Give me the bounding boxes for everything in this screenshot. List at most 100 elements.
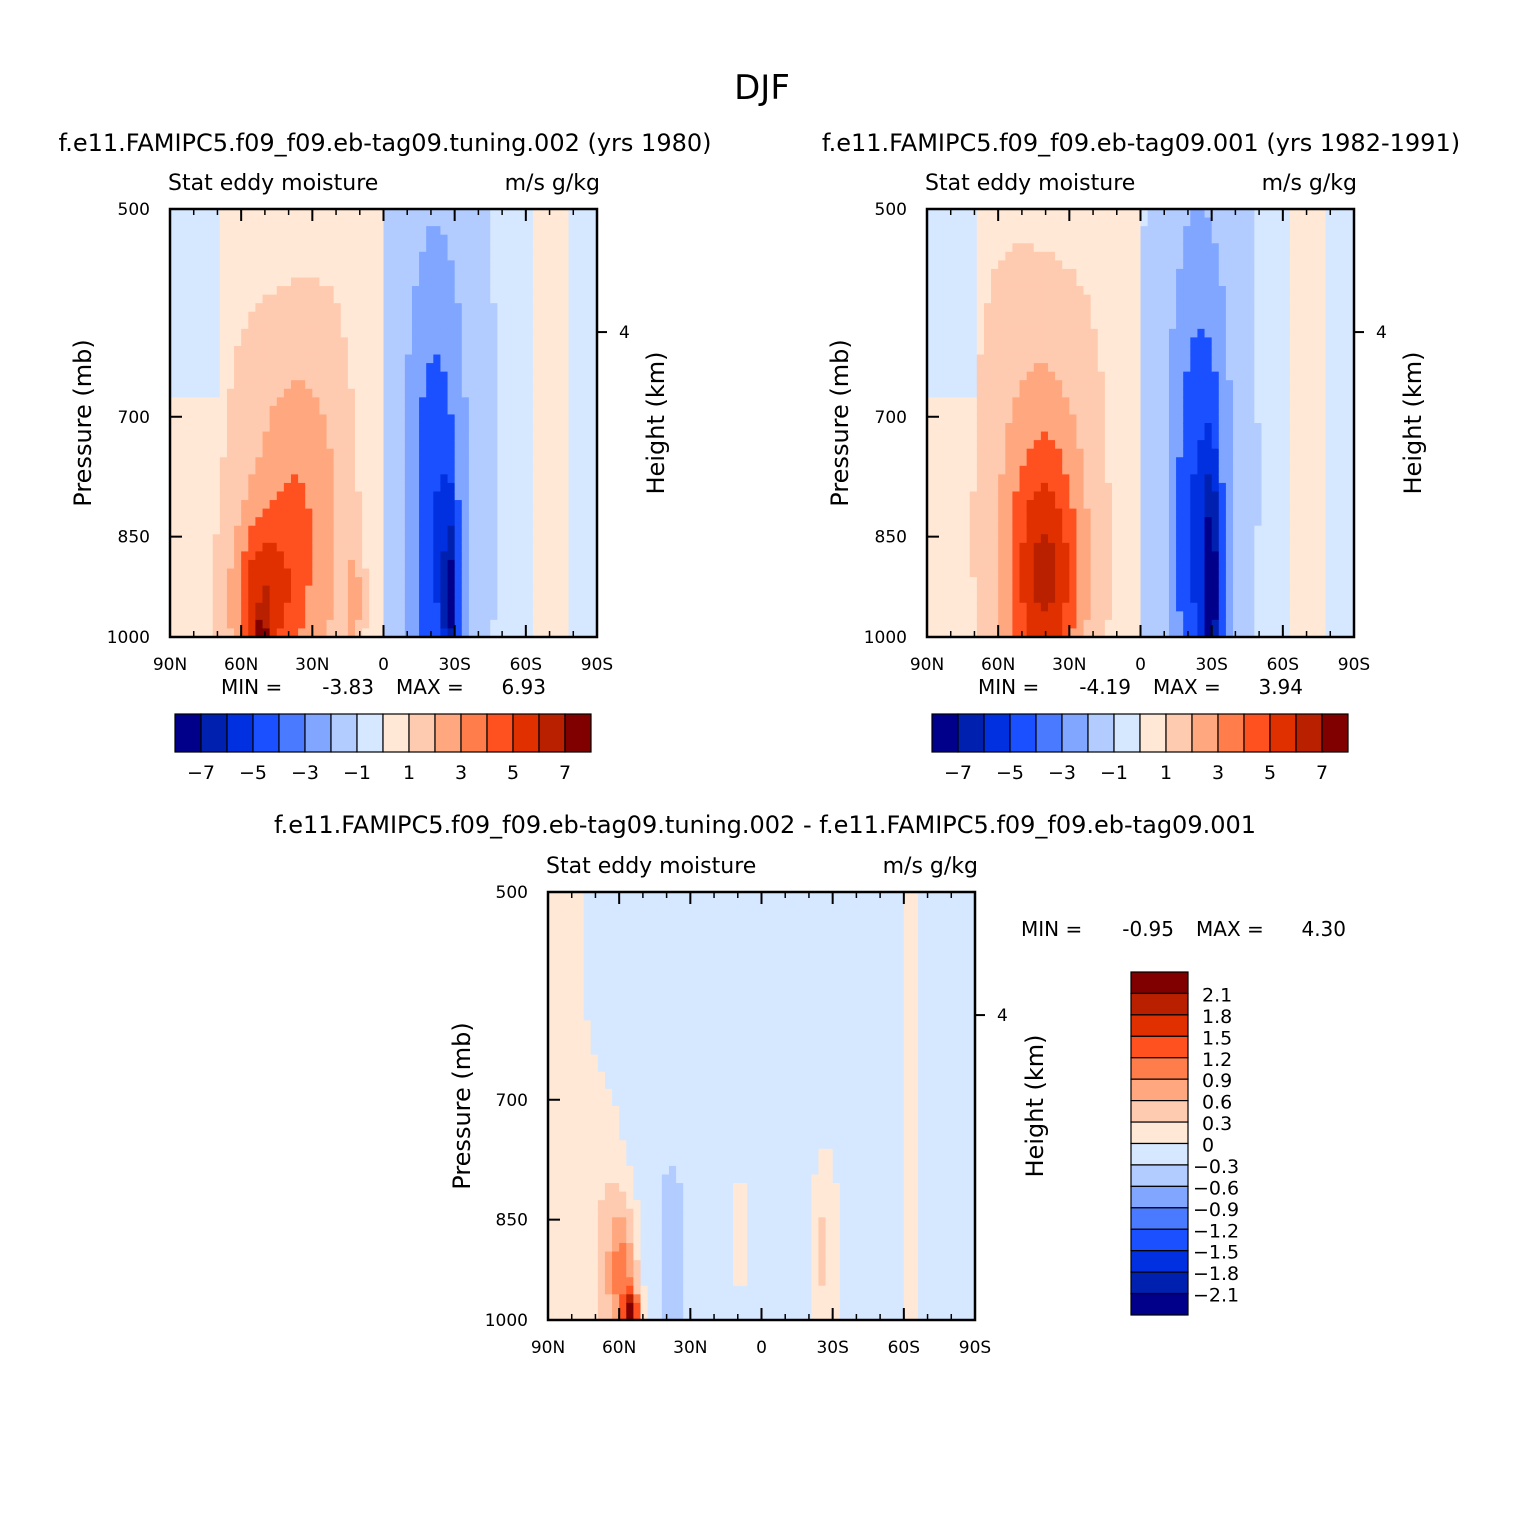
field-cell	[447, 551, 456, 561]
field-cell	[1176, 251, 1184, 261]
field-cell	[191, 534, 200, 544]
field-cell	[540, 243, 548, 253]
field-cell	[1119, 482, 1127, 493]
field-cell	[948, 320, 957, 330]
field-cell	[1183, 226, 1191, 236]
field-cell	[1176, 303, 1184, 313]
field-cell	[1090, 577, 1099, 587]
field-cell	[1104, 243, 1113, 253]
field-cell	[234, 311, 242, 321]
field-cell	[390, 345, 399, 356]
field-cell	[248, 491, 256, 501]
field-cell	[483, 397, 491, 407]
field-cell	[312, 628, 321, 638]
field-cell	[547, 551, 555, 561]
field-cell	[177, 440, 185, 450]
field-cell	[262, 491, 271, 501]
field-cell	[547, 354, 555, 364]
field-cell	[347, 491, 356, 501]
field-cell	[1190, 311, 1199, 321]
field-cell	[532, 294, 541, 304]
field-cell	[561, 500, 570, 510]
field-cell	[362, 491, 370, 501]
field-cell	[305, 286, 313, 296]
field-cell	[1069, 619, 1078, 630]
field-cell	[426, 551, 434, 561]
field-cell	[497, 568, 506, 578]
field-cell	[582, 619, 591, 630]
field-cell	[1055, 628, 1063, 638]
field-cell	[276, 491, 285, 501]
field-cell	[568, 268, 577, 279]
field-cell	[1005, 585, 1013, 595]
field-cell	[1154, 286, 1163, 296]
field-cell	[269, 311, 278, 321]
field-cell	[397, 534, 406, 544]
field-cell	[1076, 320, 1085, 330]
field-cell	[376, 268, 385, 279]
field-cell	[976, 619, 985, 630]
field-cell	[362, 371, 370, 381]
field-cell	[483, 500, 491, 510]
field-cell	[283, 234, 292, 244]
field-cell	[1140, 328, 1149, 338]
field-cell	[1026, 542, 1035, 552]
field-cell	[170, 602, 178, 612]
field-cell	[355, 551, 363, 561]
field-cell	[1026, 482, 1035, 493]
field-cell	[976, 551, 985, 561]
field-cell	[1026, 508, 1035, 518]
field-cell	[447, 500, 456, 510]
field-cell	[440, 619, 449, 630]
field-cell	[1147, 568, 1156, 578]
field-cell	[248, 354, 256, 364]
field-cell	[276, 482, 285, 493]
field-cell	[411, 602, 420, 612]
field-cell	[941, 380, 949, 390]
field-cell	[1033, 525, 1042, 535]
field-cell	[269, 328, 278, 338]
field-cell	[433, 585, 442, 595]
field-cell	[319, 534, 328, 544]
field-cell	[362, 337, 370, 347]
field-cell	[205, 209, 214, 219]
field-cell	[226, 226, 235, 236]
field-cell	[983, 251, 992, 261]
field-cell	[1097, 226, 1106, 236]
field-cell	[948, 251, 957, 261]
field-cell	[1147, 517, 1156, 527]
field-cell	[305, 337, 313, 347]
field-cell	[212, 268, 221, 279]
field-cell	[483, 251, 491, 261]
field-cell	[490, 559, 498, 570]
field-cell	[1062, 277, 1070, 287]
field-cell	[1069, 311, 1078, 321]
field-cell	[991, 320, 999, 330]
field-cell	[1183, 354, 1191, 364]
field-cell	[198, 303, 207, 313]
field-cell	[290, 465, 299, 475]
field-cell	[1040, 320, 1049, 330]
field-cell	[1033, 414, 1042, 424]
field-cell	[298, 320, 306, 330]
field-cell	[582, 251, 591, 261]
field-cell	[283, 328, 292, 338]
field-cell	[290, 303, 299, 313]
field-cell	[219, 551, 228, 561]
field-cell	[241, 388, 249, 398]
field-cell	[497, 405, 506, 416]
field-cell	[1019, 585, 1028, 595]
field-cell	[575, 397, 584, 407]
field-cell	[1161, 337, 1170, 347]
field-cell	[1154, 551, 1163, 561]
field-cell	[269, 277, 278, 287]
field-cell	[1047, 525, 1056, 535]
field-cell	[948, 260, 957, 270]
field-cell	[255, 303, 264, 313]
field-cell	[319, 328, 328, 338]
field-cell	[262, 414, 271, 424]
field-cell	[383, 260, 392, 270]
field-cell	[205, 388, 214, 398]
field-cell	[1176, 234, 1184, 244]
field-cell	[319, 551, 328, 561]
